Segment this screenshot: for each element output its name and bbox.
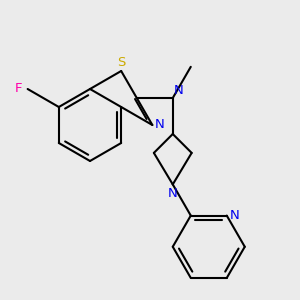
- Text: S: S: [117, 56, 125, 69]
- Text: N: N: [168, 188, 178, 200]
- Text: N: N: [174, 84, 184, 97]
- Text: N: N: [154, 118, 164, 131]
- Text: F: F: [15, 82, 22, 95]
- Text: N: N: [230, 209, 239, 222]
